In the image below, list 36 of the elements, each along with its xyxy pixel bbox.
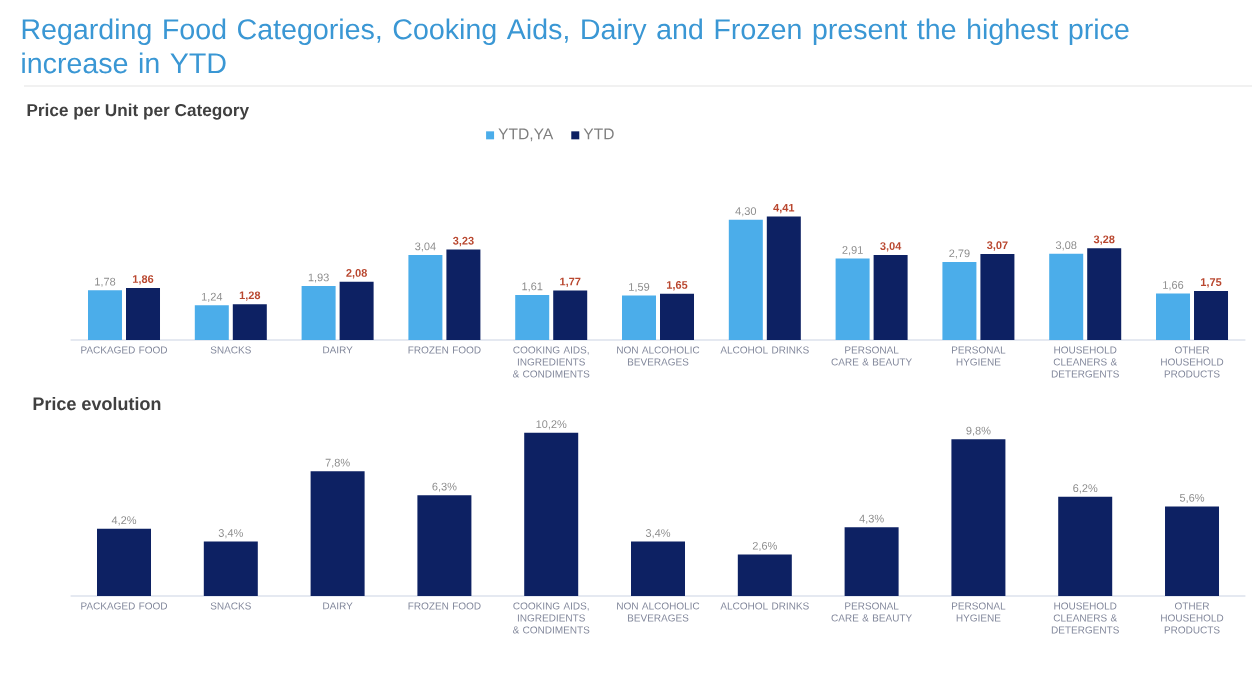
bar [1165, 506, 1220, 596]
bar [515, 294, 550, 340]
bar [844, 527, 899, 596]
bar [1156, 293, 1191, 340]
chart-title: Regarding Food Categories, Cooking Aids, Dairy and Frozen present the highest price increase in YTD [22, 18, 1129, 74]
bar [951, 439, 1006, 596]
bar [524, 432, 579, 596]
bar [88, 290, 123, 340]
bar [942, 261, 977, 340]
bar [737, 554, 792, 596]
bar [408, 254, 443, 340]
bar [301, 285, 336, 340]
bar [631, 541, 686, 596]
bar [446, 249, 481, 340]
bar [194, 305, 229, 340]
bar [1087, 248, 1122, 340]
bar [97, 528, 151, 596]
bar [203, 541, 258, 596]
chart-subtitle: Price per Unit per Category [27, 103, 249, 120]
bar [1058, 496, 1113, 596]
bar [417, 495, 472, 596]
bar [339, 281, 374, 340]
bar [126, 287, 161, 340]
bar [310, 471, 365, 596]
chart-title: Price evolution [33, 396, 161, 411]
bar [553, 290, 588, 340]
bar [728, 219, 763, 340]
bar [232, 304, 267, 340]
bar [1194, 291, 1229, 340]
bar [660, 293, 695, 340]
bar [766, 216, 801, 340]
bar [873, 254, 908, 340]
bar [835, 258, 870, 340]
bar [980, 254, 1015, 340]
bar [1049, 253, 1084, 340]
bar [622, 295, 657, 340]
